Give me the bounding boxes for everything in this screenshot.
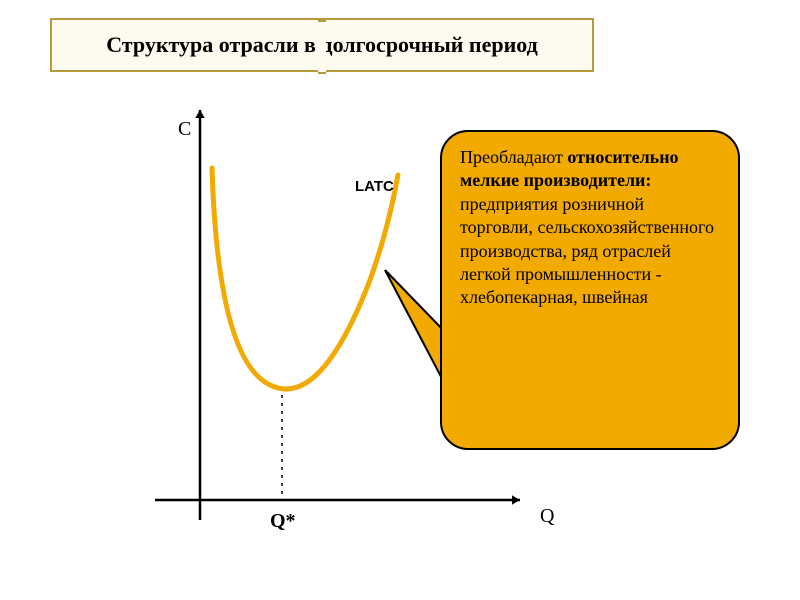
x-tick-label: Q*	[270, 510, 296, 533]
callout-rest: предприятия розничной торговли, сельскох…	[460, 194, 714, 308]
callout-prefix: Преобладают	[460, 147, 567, 167]
x-axis-label: Q	[540, 505, 554, 528]
curve-label: LATC	[355, 178, 394, 195]
callout-box: Преобладают относительно мелкие производ…	[440, 130, 740, 450]
y-axis-label: C	[178, 118, 191, 141]
